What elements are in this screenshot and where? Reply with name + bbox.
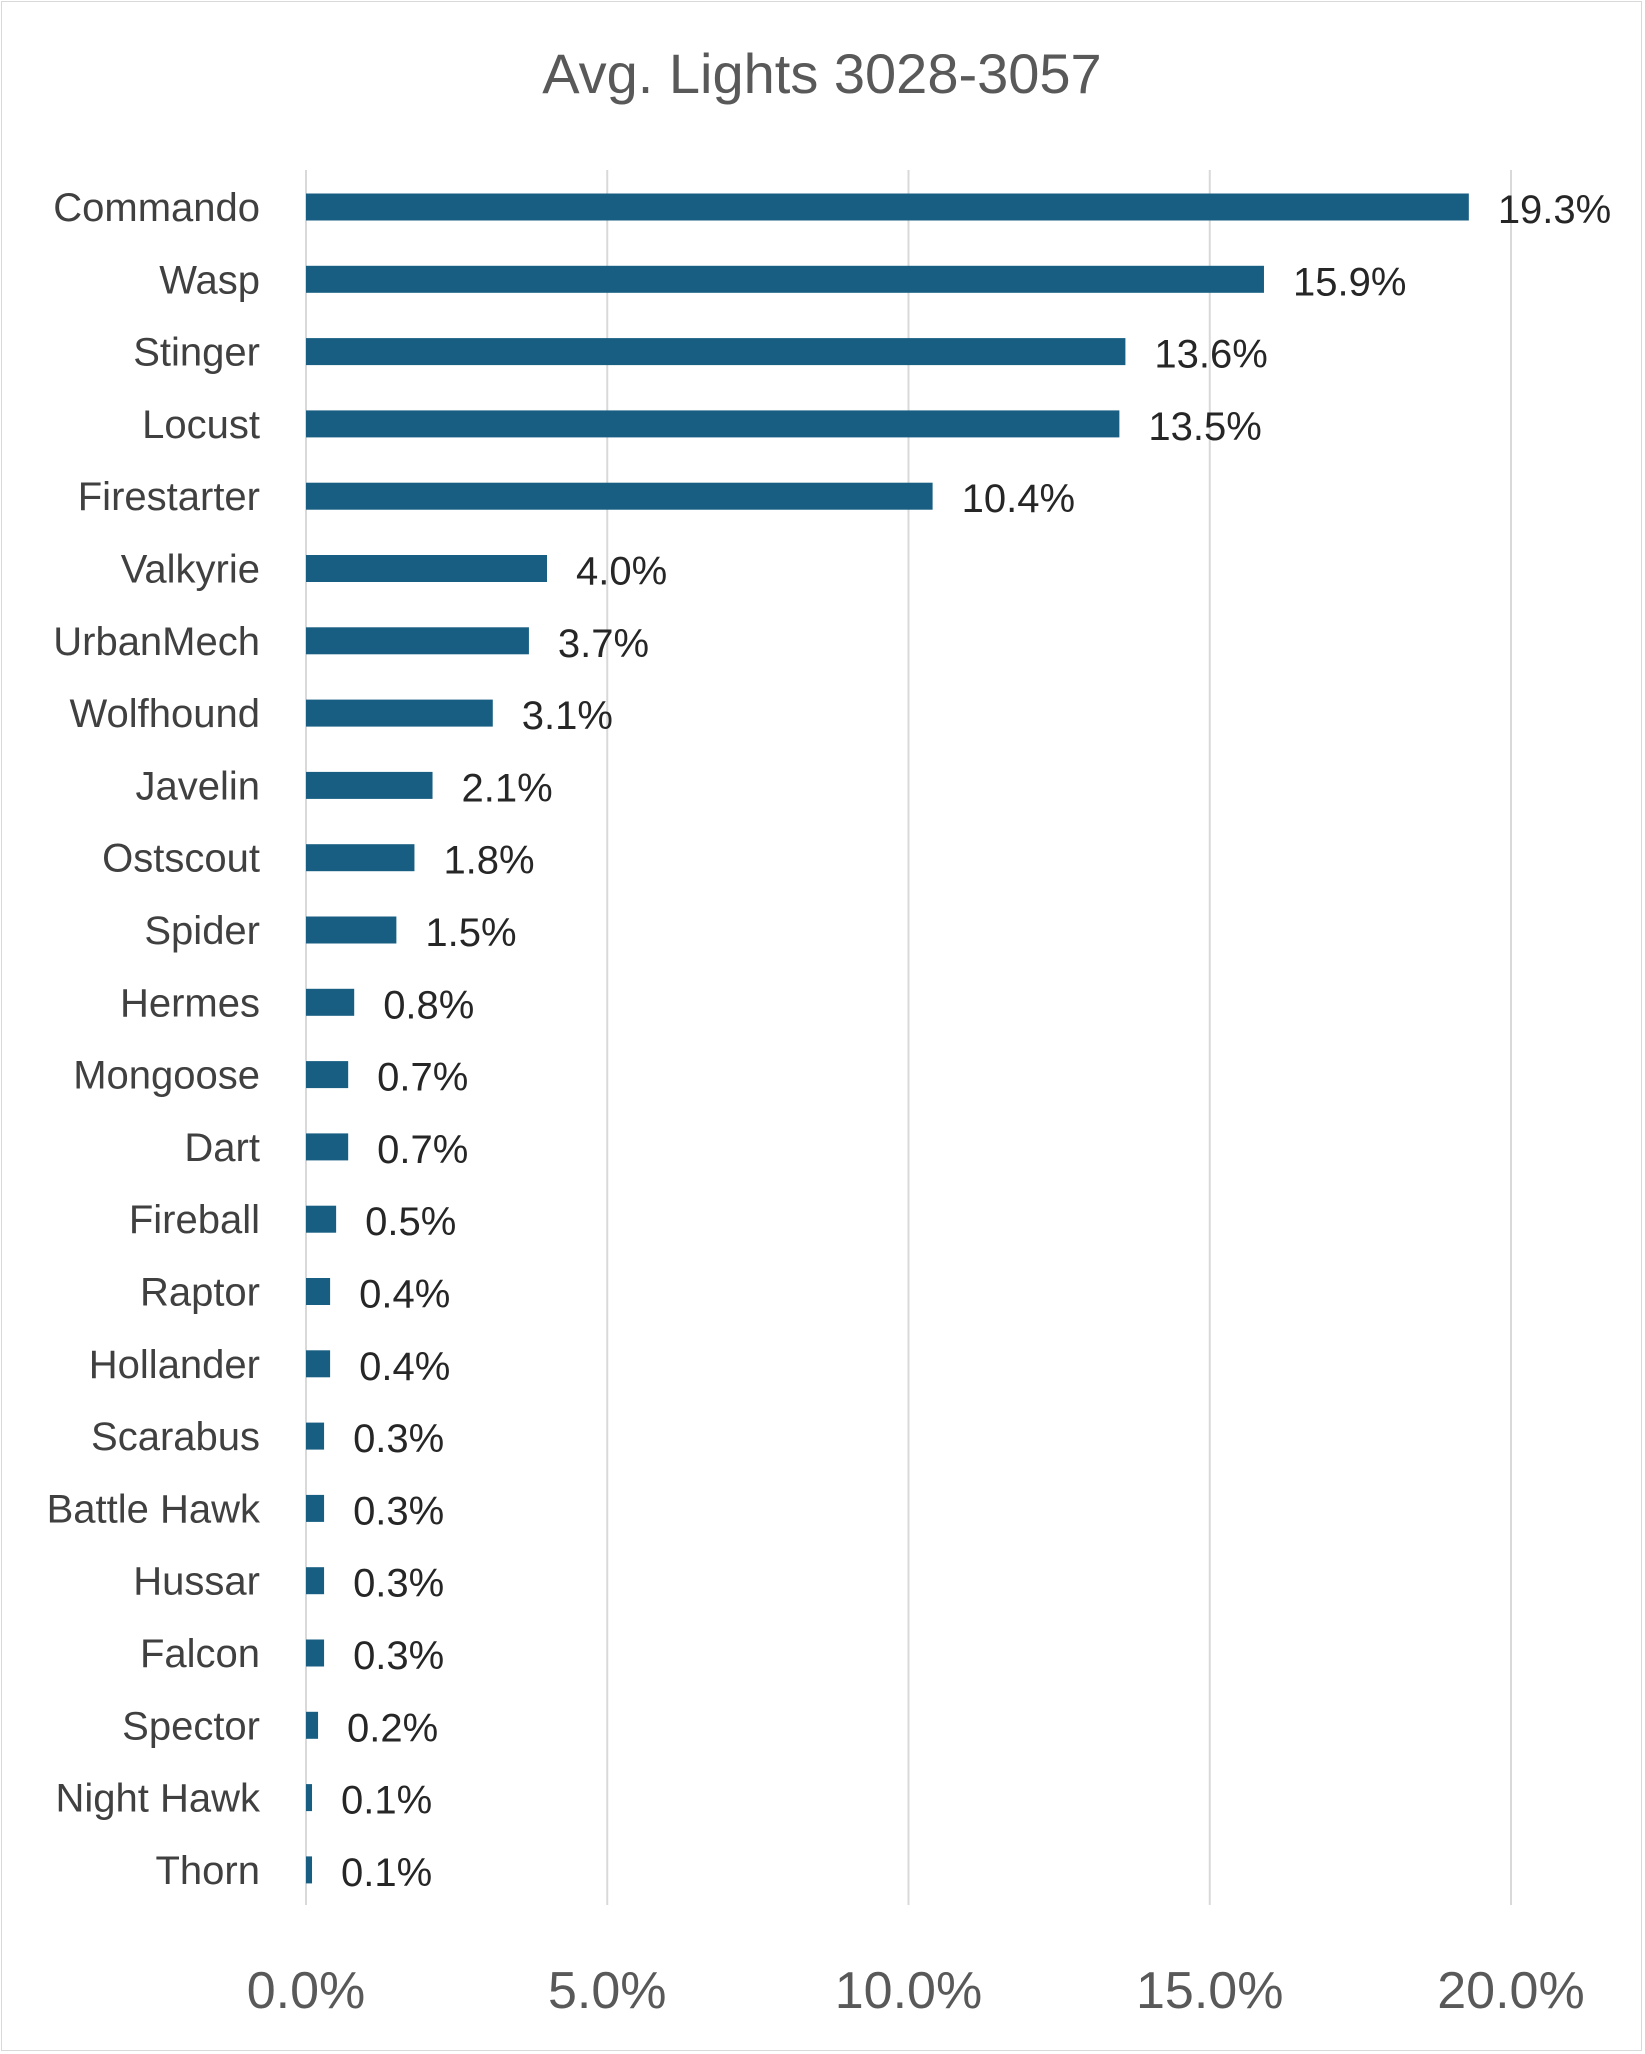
x-tick-label: 20.0% <box>1437 1962 1584 2020</box>
category-label: Ostscout <box>102 837 260 881</box>
gridlines <box>305 170 1512 1905</box>
category-label: Locust <box>142 403 260 447</box>
bars <box>306 193 1469 1884</box>
bar <box>306 1422 325 1450</box>
category-label: Mongoose <box>73 1054 260 1098</box>
bar <box>306 844 415 872</box>
data-label: 13.6% <box>1154 333 1267 377</box>
data-label: 0.8% <box>383 983 474 1027</box>
category-label: Falcon <box>140 1632 260 1676</box>
data-label: 0.1% <box>341 1779 432 1823</box>
bar <box>306 699 493 727</box>
data-label: 3.7% <box>558 622 649 666</box>
category-label: Hussar <box>133 1560 260 1604</box>
bar <box>306 1278 331 1305</box>
category-label: Hermes <box>120 981 260 1025</box>
data-label: 0.7% <box>377 1128 468 1172</box>
data-label: 1.5% <box>425 911 516 955</box>
data-label: 0.3% <box>353 1634 444 1678</box>
category-label: Thorn <box>156 1849 261 1893</box>
bar <box>306 1133 349 1161</box>
data-label: 0.5% <box>365 1200 456 1244</box>
category-label: Hollander <box>89 1343 260 1387</box>
category-label: Raptor <box>140 1271 260 1315</box>
x-tick-label: 10.0% <box>835 1962 982 2020</box>
x-tick-label: 5.0% <box>548 1962 667 2020</box>
bar <box>306 1494 325 1522</box>
bar <box>306 193 1469 221</box>
category-label: Spider <box>144 909 260 953</box>
data-label: 0.1% <box>341 1851 432 1895</box>
x-axis-tick-labels: 0.0% 5.0% 10.0% 15.0% 20.0% <box>247 1962 1585 2020</box>
category-label: Scarabus <box>91 1415 260 1459</box>
data-label: 19.3% <box>1498 188 1611 232</box>
category-label: Firestarter <box>78 475 260 519</box>
bar <box>306 771 433 799</box>
category-label: Night Hawk <box>55 1777 261 1821</box>
category-labels: Commando Wasp Stinger Locust Firestarter Valk… <box>47 186 261 1893</box>
category-label: Spector <box>122 1704 260 1748</box>
category-label: UrbanMech <box>53 620 260 664</box>
chart-title: Avg. Lights 3028-3057 <box>542 42 1101 105</box>
bar <box>306 1639 325 1667</box>
data-label: 1.8% <box>443 839 534 883</box>
data-label: 4.0% <box>576 550 667 594</box>
category-label: Wolfhound <box>69 692 260 736</box>
data-label: 0.7% <box>377 1056 468 1100</box>
bar <box>306 338 1126 366</box>
data-label: 0.2% <box>347 1706 438 1750</box>
bar <box>306 410 1120 438</box>
x-tick-label: 15.0% <box>1136 1962 1283 2020</box>
category-label: Battle Hawk <box>47 1487 261 1531</box>
bar <box>306 1567 325 1595</box>
category-label: Javelin <box>135 764 260 808</box>
bar <box>306 482 933 510</box>
category-label: Commando <box>53 186 260 230</box>
data-label: 13.5% <box>1148 405 1261 449</box>
category-label: Dart <box>184 1126 260 1170</box>
bar <box>306 265 1264 293</box>
category-label: Valkyrie <box>121 548 260 592</box>
bar <box>306 627 529 655</box>
data-label: 0.3% <box>353 1562 444 1606</box>
bar <box>306 1061 349 1089</box>
category-label: Stinger <box>133 331 260 375</box>
bar <box>306 1784 313 1812</box>
data-label: 15.9% <box>1293 260 1406 304</box>
category-label: Fireball <box>129 1198 260 1242</box>
data-label: 2.1% <box>462 766 553 810</box>
data-label: 3.1% <box>522 694 613 738</box>
category-label: Wasp <box>159 258 260 302</box>
bar <box>306 916 397 944</box>
data-label: 0.3% <box>353 1417 444 1461</box>
data-labels: 19.3% 15.9% 13.6% 13.5% 10.4% 4.0% 3.7% 3.1% 2.1… <box>341 188 1611 1895</box>
data-label: 0.4% <box>359 1345 450 1389</box>
bar <box>306 555 547 582</box>
data-label: 10.4% <box>962 477 1075 521</box>
data-label: 0.4% <box>359 1273 450 1317</box>
bar <box>306 1711 319 1739</box>
data-label: 0.3% <box>353 1489 444 1533</box>
bar <box>306 1856 313 1884</box>
bar <box>306 988 355 1016</box>
x-tick-label: 0.0% <box>247 1962 366 2020</box>
bar <box>306 1350 331 1378</box>
bar <box>306 1205 337 1233</box>
